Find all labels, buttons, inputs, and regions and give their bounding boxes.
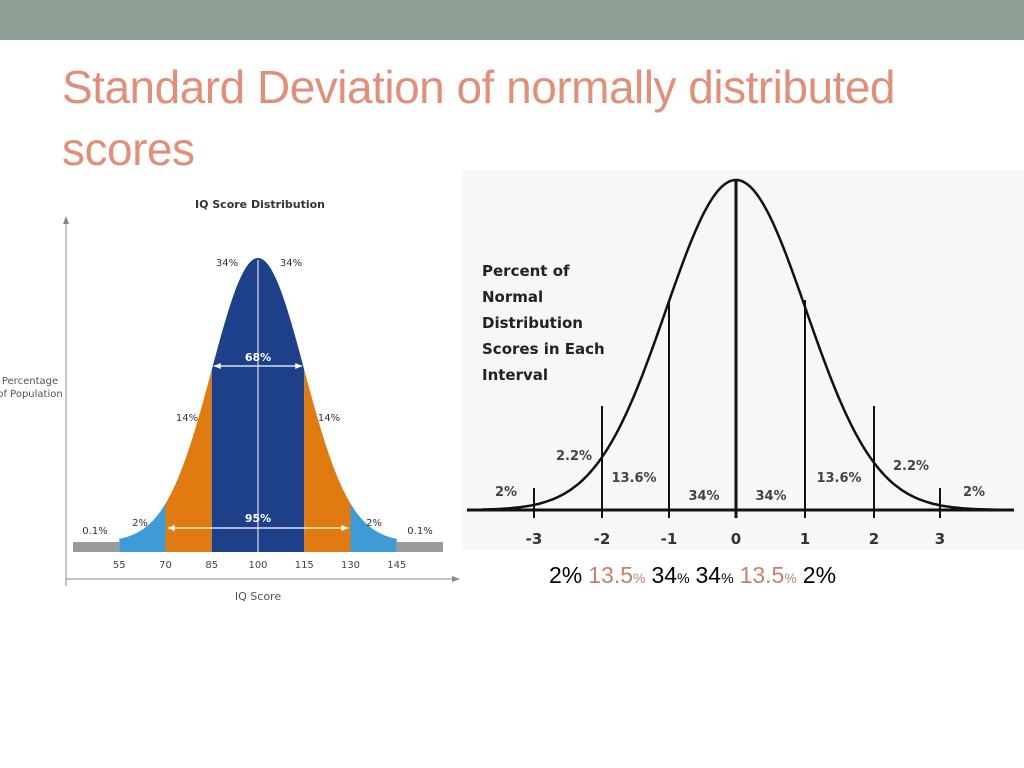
caption-unit: %: [677, 570, 690, 586]
iq-tick-label: 130: [341, 560, 360, 571]
iq-overlay: 55 70 85 100 115 130 145 0.1% 2% 14% 34% 34% 14% 2% 0.…: [82, 258, 432, 571]
iq-band-label: 34%: [280, 258, 302, 269]
iq-y-axis-label: Percentage of Population: [0, 376, 63, 400]
sd-interval-label: 34%: [688, 489, 719, 504]
iq-span-label: 68%: [245, 351, 271, 364]
sd-interval-label: 34%: [755, 489, 786, 504]
slide-title: Standard Deviation of normally distribut…: [62, 61, 896, 175]
sd-chart-title: Percent of Normal Distribution Scores in Ea…: [482, 262, 605, 384]
iq-band: [211, 258, 258, 552]
iq-span-label: 95%: [245, 512, 271, 525]
caption-value: 13.5: [588, 562, 634, 588]
sd-interval-label: 13.6%: [816, 471, 861, 486]
iq-tick-label: 85: [205, 560, 218, 571]
iq-band: [350, 503, 397, 552]
caption-value: 2%: [802, 562, 837, 588]
iq-distribution-chart: 55 70 85 100 115 130 145 0.1% 2% 14% 34% 34% 14% 2% 0.…: [0, 198, 460, 603]
iq-tick-label: 55: [113, 560, 126, 571]
interval-caption: 2% 13.5% 34% 34% 13.5% 2%: [549, 562, 842, 589]
iq-band-tail: [396, 542, 443, 552]
iq-band-label: 14%: [176, 413, 198, 424]
iq-band-label: 2%: [132, 518, 148, 529]
iq-band-label: 0.1%: [82, 526, 107, 537]
sd-interval-label: 2%: [963, 485, 985, 500]
caption-unit: %: [784, 570, 797, 586]
sd-tick-label: 2: [869, 530, 879, 548]
top-bar: [0, 0, 1024, 40]
iq-x-axis-arrow: [452, 576, 460, 582]
iq-span-arrow: [295, 363, 303, 369]
sd-tick-label: 0: [731, 530, 741, 548]
iq-band: [304, 369, 351, 552]
caption-value: 34: [695, 562, 722, 588]
iq-band: [258, 258, 305, 552]
iq-bands: [73, 258, 443, 552]
iq-band-label: 14%: [318, 413, 340, 424]
sd-interval-label: 2.2%: [893, 459, 929, 474]
sd-content: -3 -2 -1 0 1 2 3 2% 13.6% 2.2% 34% 34% 13.6% 2.2% 2%: [467, 178, 1014, 548]
sd-tick-label: 1: [800, 530, 810, 548]
iq-y-axis-arrow: [63, 216, 69, 224]
sd-tick-label: -2: [594, 530, 611, 548]
caption-value: 2%: [549, 562, 583, 588]
caption-unit: %: [633, 570, 646, 586]
sd-tick-label: -1: [661, 530, 678, 548]
iq-x-axis-label: IQ Score: [235, 590, 281, 603]
caption-unit: %: [721, 570, 734, 586]
sd-interval-label: 13.6%: [611, 471, 656, 486]
iq-band-label: 34%: [216, 258, 238, 269]
iq-band-label: 2%: [366, 518, 382, 529]
iq-span-arrow: [213, 363, 221, 369]
sd-tick-label: -3: [526, 530, 543, 548]
iq-tick-label: 70: [159, 560, 172, 571]
sd-curve: [482, 178, 1006, 512]
sd-interval-label: 2%: [495, 485, 517, 500]
iq-tick-label: 100: [248, 560, 267, 571]
iq-band-tail: [73, 542, 120, 552]
iq-tick-label: 145: [387, 560, 406, 571]
iq-band: [119, 503, 166, 552]
iq-span-arrow: [341, 525, 349, 531]
sd-interval-label: 2.2%: [556, 449, 592, 464]
iq-band: [165, 369, 212, 552]
sd-distribution-chart: -3 -2 -1 0 1 2 3 2% 13.6% 2.2% 34% 34% 13.6% 2.2% 2% P…: [462, 170, 1024, 550]
iq-chart-title: IQ Score Distribution: [195, 198, 325, 211]
iq-band-label: 0.1%: [407, 526, 432, 537]
caption-value: 34: [651, 562, 678, 588]
iq-tick-label: 115: [295, 560, 314, 571]
caption-value: 13.5: [739, 562, 785, 588]
sd-tick-label: 3: [935, 530, 945, 548]
iq-span-arrow: [167, 525, 175, 531]
